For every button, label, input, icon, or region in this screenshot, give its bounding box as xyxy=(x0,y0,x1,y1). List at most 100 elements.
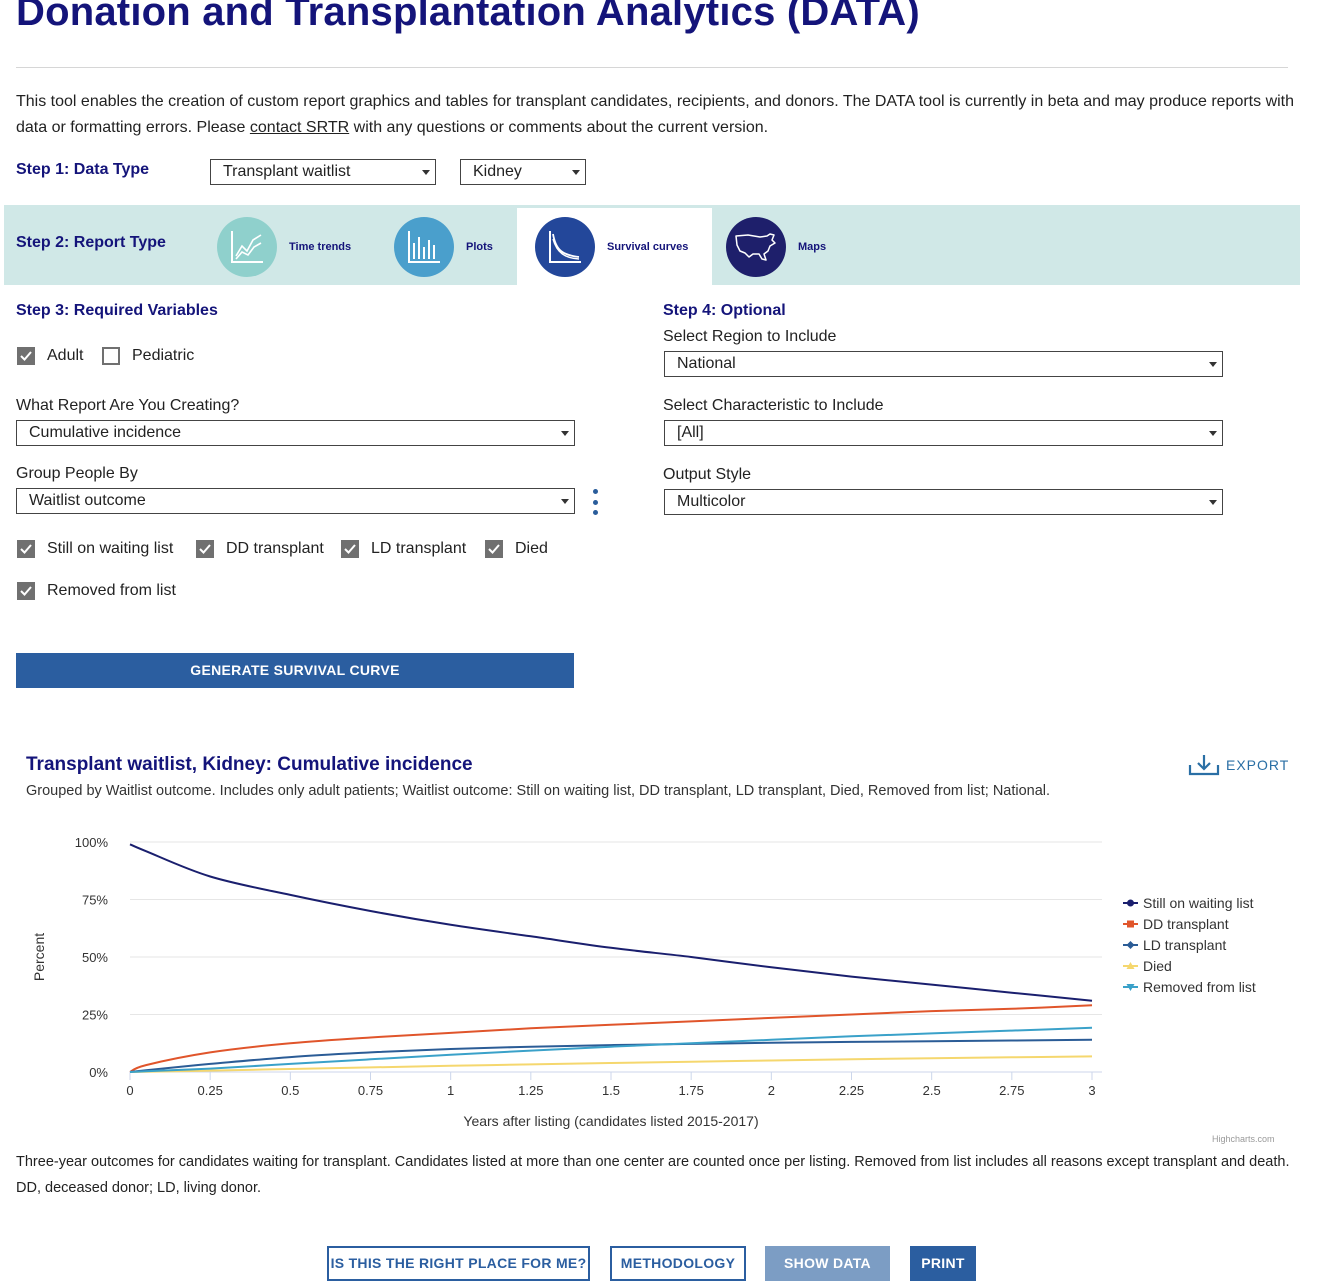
x-tick-label: 1.75 xyxy=(679,1083,704,1098)
chevron-down-icon xyxy=(561,431,569,436)
chevron-down-icon xyxy=(1209,362,1217,367)
title-divider xyxy=(16,67,1288,68)
x-tick-label: 3 xyxy=(1088,1083,1095,1098)
output-style-select[interactable]: Multicolor xyxy=(664,489,1223,515)
characteristic-select[interactable]: [All] xyxy=(664,420,1223,446)
characteristic-label: Select Characteristic to Include xyxy=(663,397,884,414)
legend-item-1[interactable]: DD transplant xyxy=(1143,916,1229,932)
tab-plots[interactable]: Plots xyxy=(394,208,514,285)
us-map-icon xyxy=(726,216,786,277)
chart-subtitle: Grouped by Waitlist outcome. Includes on… xyxy=(26,783,1051,799)
report-type-band: Step 2: Report Type Time trends Plots Su… xyxy=(4,205,1300,285)
checkbox-checked-icon xyxy=(17,582,35,600)
characteristic-value: [All] xyxy=(677,424,704,441)
step3-label: Step 3: Required Variables xyxy=(16,302,218,319)
report-value: Cumulative incidence xyxy=(29,424,182,441)
tab-maps-label: Maps xyxy=(798,240,827,253)
adult-label: Adult xyxy=(47,347,84,364)
pediatric-label: Pediatric xyxy=(132,347,195,364)
series-line-0[interactable] xyxy=(129,843,1093,1002)
output-style-value: Multicolor xyxy=(677,493,746,510)
group-by-value: Waitlist outcome xyxy=(29,492,146,509)
legend-marker xyxy=(1127,899,1134,907)
legend-item-4[interactable]: Removed from list xyxy=(1143,979,1256,995)
y-axis-title: Percent xyxy=(31,933,47,981)
series-line-2[interactable] xyxy=(129,1038,1093,1073)
dd-transplant-checkbox[interactable]: DD transplant xyxy=(196,540,324,558)
legend-item-3[interactable]: Died xyxy=(1143,958,1172,974)
dd-transplant-label: DD transplant xyxy=(226,540,324,557)
intro-text-start: This tool enables the creation of custom… xyxy=(16,93,1295,136)
print-button[interactable]: PRINT xyxy=(910,1246,976,1281)
ld-transplant-checkbox[interactable]: LD transplant xyxy=(341,540,466,558)
removed-from-list-label: Removed from list xyxy=(47,582,176,599)
checkbox-unchecked-icon xyxy=(102,347,120,365)
legend-marker xyxy=(1126,962,1135,969)
group-by-label: Group People By xyxy=(16,465,138,482)
x-tick-label: 0 xyxy=(126,1083,133,1098)
y-tick-label: 50% xyxy=(82,950,108,965)
x-tick-label: 2 xyxy=(768,1083,775,1098)
download-icon xyxy=(1188,755,1220,776)
step2-label: Step 2: Report Type xyxy=(16,234,166,251)
chart-title: Transplant waitlist, Kidney: Cumulative … xyxy=(26,754,473,775)
output-style-label: Output Style xyxy=(663,466,752,483)
chevron-down-icon xyxy=(1209,431,1217,436)
organ-select[interactable]: Kidney xyxy=(460,159,586,185)
still-on-list-label: Still on waiting list xyxy=(47,540,174,557)
step4-label: Step 4: Optional xyxy=(663,302,786,319)
chart-footnote: Three-year outcomes for candidates waiti… xyxy=(16,1154,1290,1196)
intro-text: This tool enables the creation of custom… xyxy=(16,89,1306,141)
chevron-down-icon xyxy=(561,499,569,504)
tab-maps[interactable]: Maps xyxy=(726,208,856,285)
y-tick-label: 75% xyxy=(82,893,108,908)
legend-marker xyxy=(1126,984,1135,991)
page-title: Donation and Transplantation Analytics (… xyxy=(16,0,920,34)
series-line-3[interactable] xyxy=(129,1055,1093,1073)
export-label: EXPORT xyxy=(1226,757,1290,773)
series-line-1[interactable] xyxy=(129,1004,1093,1073)
show-data-button[interactable]: SHOW DATA xyxy=(765,1246,890,1281)
data-type-value: Transplant waitlist xyxy=(223,163,351,180)
intro-text-end: with any questions or comments about the… xyxy=(349,119,769,136)
x-tick-label: 1 xyxy=(447,1083,454,1098)
adult-checkbox[interactable]: Adult xyxy=(17,347,83,365)
tab-plots-label: Plots xyxy=(466,240,493,253)
methodology-button[interactable]: METHODOLOGY xyxy=(610,1246,746,1281)
checkbox-checked-icon xyxy=(485,540,503,558)
region-select[interactable]: National xyxy=(664,351,1223,377)
highcharts-credits[interactable]: Highcharts.com xyxy=(1212,1134,1275,1144)
line-chart-icon xyxy=(217,216,277,277)
organ-value: Kidney xyxy=(473,163,522,180)
x-tick-label: 0.75 xyxy=(358,1083,383,1098)
removed-from-list-checkbox[interactable]: Removed from list xyxy=(17,582,176,600)
died-label: Died xyxy=(515,540,548,557)
x-tick-label: 1.5 xyxy=(602,1083,620,1098)
legend-item-2[interactable]: LD transplant xyxy=(1143,937,1226,953)
group-by-select[interactable]: Waitlist outcome xyxy=(16,488,575,514)
legend-marker xyxy=(1126,941,1135,949)
tab-time-trends[interactable]: Time trends xyxy=(217,208,392,285)
checkbox-checked-icon xyxy=(17,347,35,365)
checkbox-checked-icon xyxy=(17,540,35,558)
pediatric-checkbox[interactable]: Pediatric xyxy=(102,347,194,365)
step1-label: Step 1: Data Type xyxy=(16,161,150,178)
region-value: National xyxy=(677,355,736,372)
chevron-down-icon xyxy=(1209,500,1217,505)
contact-srtr-link[interactable]: contact SRTR xyxy=(249,119,350,136)
series-line-4[interactable] xyxy=(129,1026,1093,1073)
report-select[interactable]: Cumulative incidence xyxy=(16,420,575,446)
legend-item-0[interactable]: Still on waiting list xyxy=(1143,895,1254,911)
data-type-select[interactable]: Transplant waitlist xyxy=(210,159,436,185)
region-label: Select Region to Include xyxy=(663,328,837,345)
tab-survival-curves[interactable]: Survival curves xyxy=(517,208,712,285)
died-checkbox[interactable]: Died xyxy=(485,540,548,558)
generate-survival-curve-button[interactable]: GENERATE SURVIVAL CURVE xyxy=(16,653,574,688)
export-button[interactable]: EXPORT xyxy=(1188,754,1289,776)
still-on-list-checkbox[interactable]: Still on waiting list xyxy=(17,540,173,558)
chevron-down-icon xyxy=(422,170,430,175)
ld-transplant-label: LD transplant xyxy=(371,540,467,557)
more-options-icon[interactable] xyxy=(591,489,599,515)
x-tick-label: 0.25 xyxy=(198,1083,223,1098)
right-place-button[interactable]: IS THIS THE RIGHT PLACE FOR ME? xyxy=(327,1246,590,1281)
